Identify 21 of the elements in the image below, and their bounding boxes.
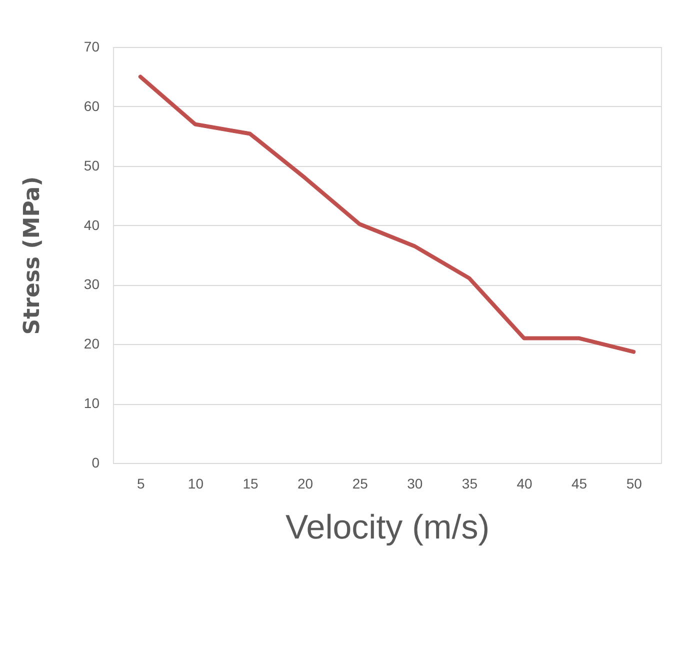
y-tick-label: 60 [84, 98, 100, 114]
line-series [138, 74, 636, 354]
y-tick-label: 0 [92, 454, 100, 470]
x-tick-label: 40 [516, 476, 532, 492]
y-tick-label: 70 [84, 38, 100, 54]
x-tick-label: 20 [298, 476, 314, 492]
x-tick-label: 45 [572, 476, 588, 492]
x-axis-title: Velocity (m/s) [285, 508, 490, 546]
y-tick-label: 40 [84, 216, 100, 233]
x-tick-label: 5 [137, 476, 145, 492]
y-tick-label: 30 [84, 276, 100, 292]
x-tick-label: 50 [626, 476, 642, 492]
y-tick-label: 20 [84, 336, 100, 352]
y-tick-label: 50 [84, 157, 100, 174]
x-tick-label: 25 [352, 476, 368, 492]
x-tick-label: 30 [407, 476, 423, 492]
x-tick-label: 35 [462, 476, 478, 492]
x-tick-label: 15 [242, 476, 258, 492]
y-tick-label: 10 [84, 395, 100, 412]
y-axis-title: Stress (MPa) [20, 176, 45, 335]
x-tick-label: 10 [188, 476, 204, 492]
